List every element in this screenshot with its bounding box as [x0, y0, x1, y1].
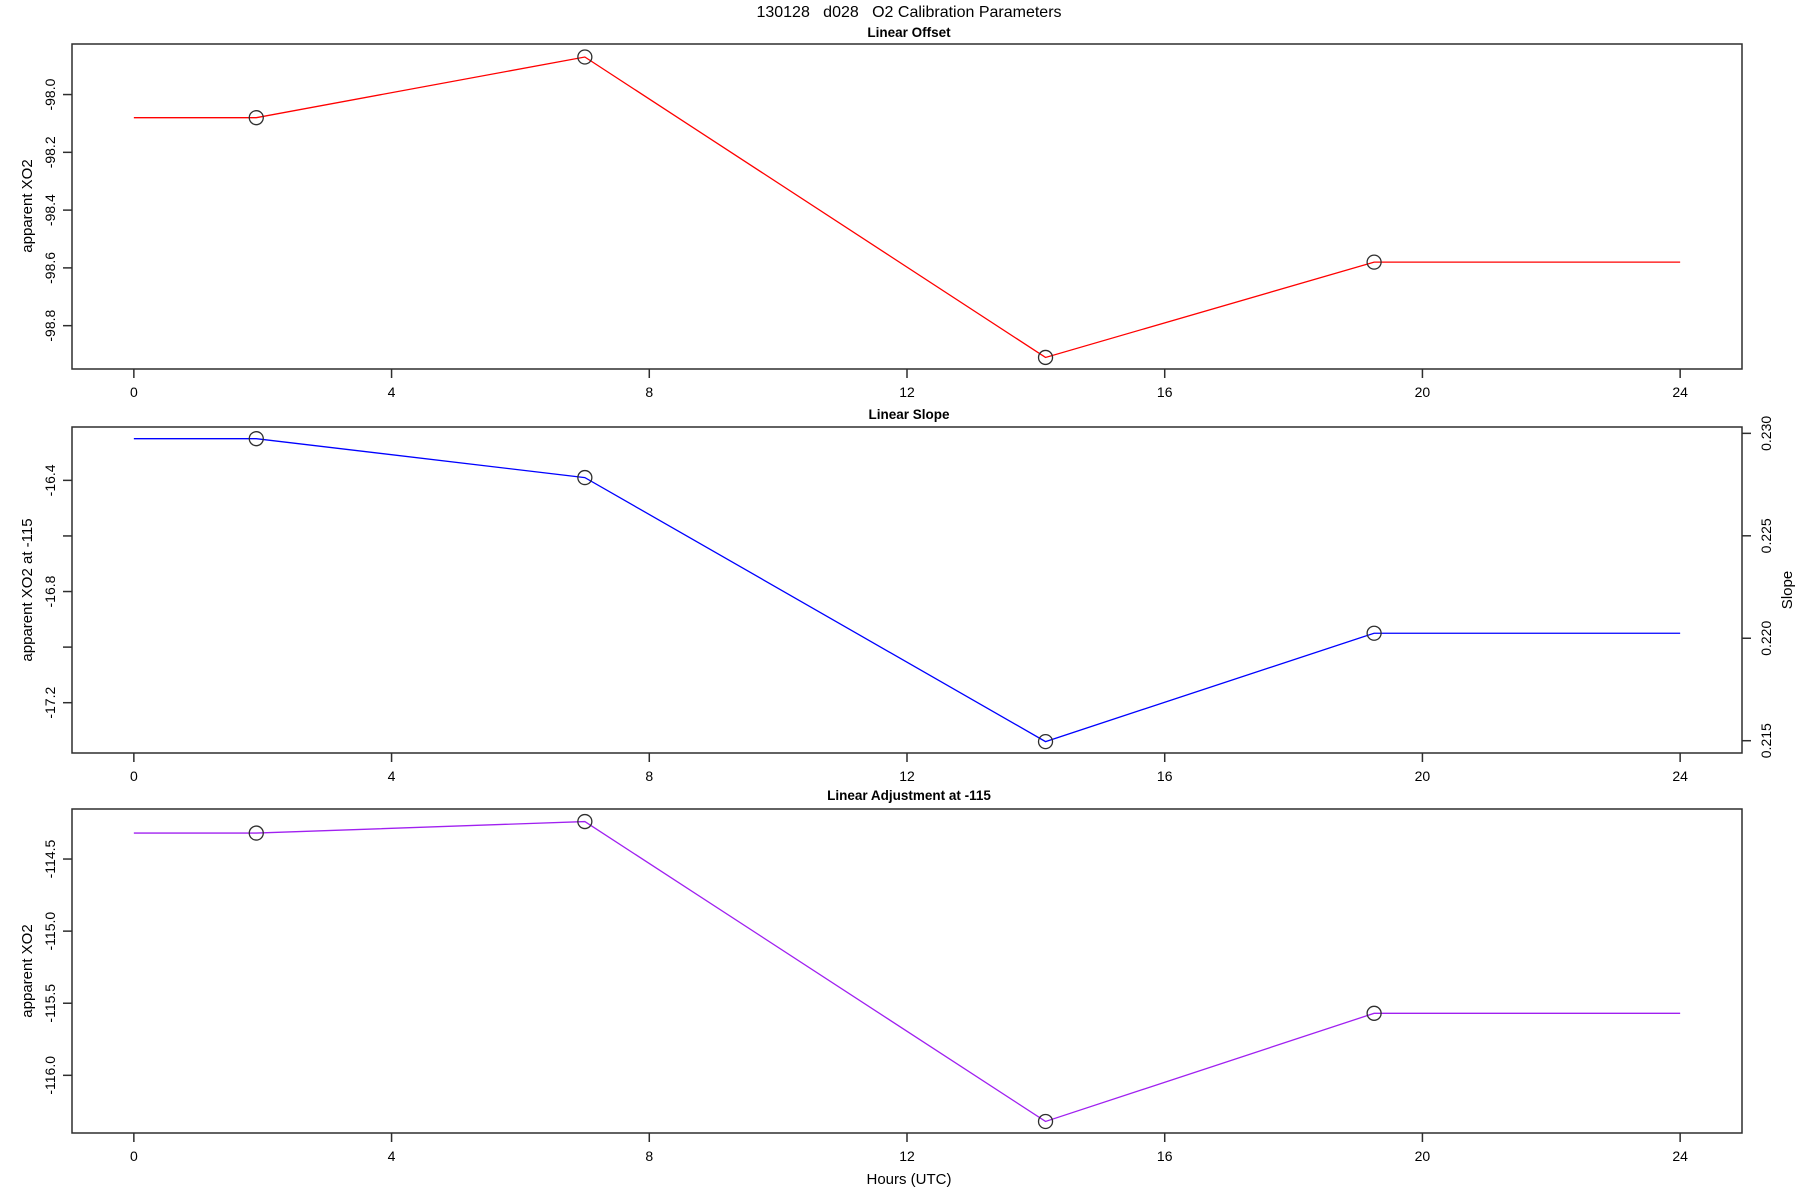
panel3-x-tick-label: 16: [1157, 1148, 1173, 1164]
panel1-title: Linear Offset: [867, 25, 951, 40]
panel1-data-point-marker: [1366, 254, 1382, 270]
panel1-y-tick-label: -98.6: [42, 252, 58, 284]
panel3-y-tick-label: -114.5: [42, 839, 58, 878]
panel1-plot-box: [71, 43, 1743, 370]
panel1-y-tick-label: -98.4: [42, 194, 58, 226]
panel1-x-tick-label: 8: [645, 384, 653, 400]
panel3-x-tick-label: 4: [388, 1148, 396, 1164]
panel2-x-tick-label: 8: [645, 768, 653, 784]
panel1-y-tick-label: -98.8: [42, 310, 58, 342]
panel3-data-point-marker: [1037, 1113, 1054, 1130]
panel1-data-line: [133, 56, 1681, 359]
panel3-x-tick-label: 24: [1672, 1148, 1688, 1164]
panel1-x-tick-label: 16: [1157, 384, 1173, 400]
panel3-x-tick-label: 8: [645, 1148, 653, 1164]
panel1-x-tick-label: 12: [899, 384, 915, 400]
panel1-x-tick-label: 0: [130, 384, 138, 400]
panel2-y2-tick-label: 0.220: [1758, 621, 1774, 656]
panel2-y2-tick-label: 0.230: [1758, 416, 1774, 451]
panel2-y2-tick-label: 0.215: [1758, 723, 1774, 758]
panel3-data-point-marker: [577, 813, 593, 830]
panel1-data-point-marker: [1037, 349, 1054, 366]
panel1-x-tick-label: 4: [388, 384, 396, 400]
panel1-x-tick-label: 24: [1672, 384, 1688, 400]
panel2-x-tick-label: 4: [388, 768, 396, 784]
panel1-data-point-marker: [248, 110, 264, 126]
panel2-data-point-marker: [577, 469, 593, 486]
panel1-data-point-marker: [577, 49, 593, 65]
panel2-data-point-marker: [1037, 733, 1054, 750]
panel2-data-line: [133, 438, 1681, 743]
panel3-x-tick-label: 20: [1415, 1148, 1431, 1164]
panel2-x-tick-label: 16: [1157, 768, 1173, 784]
panel3-data-point-marker: [1366, 1005, 1382, 1021]
panel3-data-line: [133, 820, 1681, 1123]
panel2-data-point-marker: [1366, 625, 1382, 641]
panel1-y-tick-label: -98.0: [42, 78, 58, 110]
panel3-y-tick-label: -115.0: [42, 912, 58, 951]
panel2-y-tick-label: -16.4: [42, 464, 58, 496]
panel2-title: Linear Slope: [868, 407, 950, 422]
panel2-data-point-marker: [248, 431, 264, 447]
figure-title: 130128 d028 O2 Calibration Parameters: [756, 4, 1062, 21]
panel2-x-tick-label: 0: [130, 768, 138, 784]
panel2-y2-tick-label: 0.225: [1758, 518, 1774, 553]
x-axis-label: Hours (UTC): [866, 1171, 952, 1188]
panel3-title: Linear Adjustment at -115: [827, 788, 991, 803]
panel3-y-tick-label: -115.5: [42, 984, 58, 1023]
panel3-y-tick-label: -116.0: [42, 1056, 58, 1095]
panel3-data-point-marker: [248, 825, 264, 841]
panel2-x-tick-label: 12: [899, 768, 915, 784]
panel2-y-tick-label: -17.2: [42, 687, 58, 719]
panel1-y-tick-label: -98.2: [42, 136, 58, 168]
panel2-y-tick-label: -16.8: [42, 575, 58, 607]
panel3-x-tick-label: 12: [899, 1148, 915, 1164]
panel3-x-tick-label: 0: [130, 1148, 138, 1164]
panel1-x-tick-label: 20: [1415, 384, 1431, 400]
panel2-plot-box: [71, 426, 1743, 754]
panel2-x-tick-label: 24: [1672, 768, 1688, 784]
panel3-plot-box: [71, 808, 1743, 1134]
panel2-x-tick-label: 20: [1415, 768, 1431, 784]
